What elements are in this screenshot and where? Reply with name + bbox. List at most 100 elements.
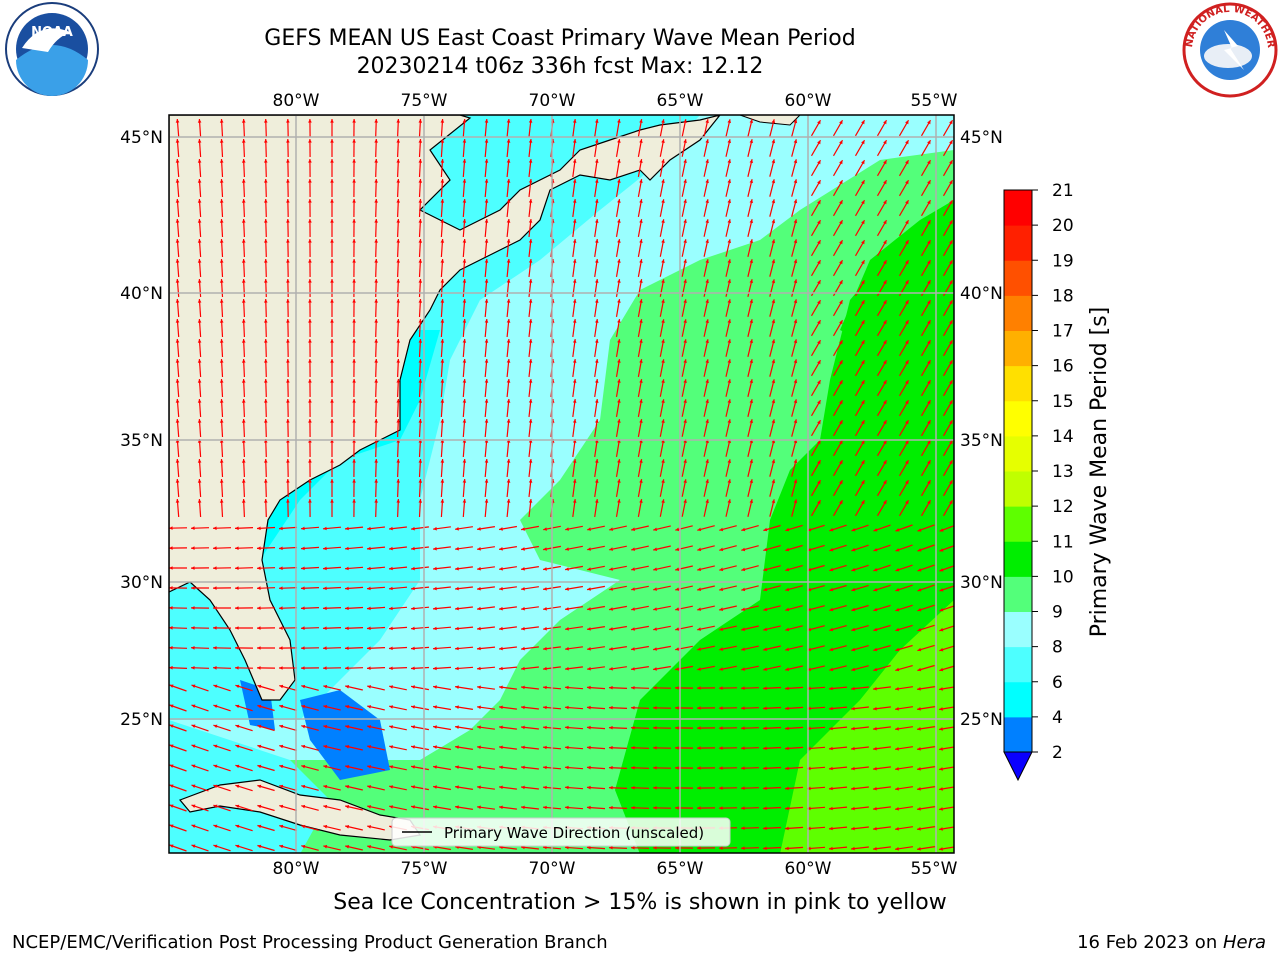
wave-arrow-head [264,219,268,223]
wave-arrow-head [484,479,489,483]
wave-arrow-head [617,239,621,243]
wave-arrow-head [851,627,856,632]
wave-arrow-head [587,666,591,671]
wave-arrow-head [257,804,262,809]
wave-arrow-head [433,586,437,591]
wave-arrow-head [286,339,290,343]
wave-arrow-head [521,626,525,631]
wave-arrow-head [197,499,202,503]
chart-title: GEFS MEAN US East Coast Primary Wave Mea… [264,26,856,51]
wave-arrow-head [883,420,887,425]
wave-arrow-head [927,120,931,125]
wave-arrow-head [683,499,687,503]
wave-arrow-head [675,547,680,551]
wave-arrow-head [374,359,378,363]
footer-date: 16 Feb 2023 on Hera [1077,932,1266,953]
wave-arrow-head [279,666,283,670]
wave-arrow-head [433,646,437,651]
wave-arrow-head [829,647,834,652]
wave-arrow-head [817,440,821,445]
wave-arrow-head [543,527,547,531]
wave-arrow-head [917,747,921,751]
wave-arrow-head [323,684,328,689]
wave-arrow-head [927,200,931,205]
wave-arrow-head [861,140,865,145]
wave-arrow-head [883,140,887,145]
wave-arrow-head [683,299,687,303]
wave-arrow-head [697,547,702,552]
wave-arrow-head [949,240,953,245]
wave-arrow-head [499,785,503,790]
wave-arrow-head [433,526,437,531]
wave-arrow-head [927,260,931,265]
svg-text:NATIONAL WEATHER SERVICE: NATIONAL WEATHER SERVICE [0,0,1276,52]
wave-arrow-head [197,419,202,423]
wave-arrow-head [749,319,753,324]
wave-arrow-head [455,546,459,551]
wave-arrow-head [374,299,378,303]
wave-arrow-head [241,159,246,163]
wave-arrow-head [661,459,665,463]
wave-arrow-head [484,439,489,443]
wave-arrow-head [793,139,798,144]
wave-arrow-head [771,159,776,164]
wave-arrow-head [411,646,415,651]
wave-arrow-head [396,159,400,163]
wave-arrow-head [279,724,284,729]
wave-arrow-head [683,179,687,183]
wave-arrow-head [484,459,489,463]
wave-arrow-head [396,399,400,403]
wave-arrow-head [418,399,423,403]
wave-arrow-head [705,179,709,184]
wave-arrow-head [264,119,268,123]
wave-arrow-head [839,460,843,465]
wave-arrow-head [609,567,613,571]
wave-arrow-head [264,379,268,383]
wave-arrow-head [169,526,173,530]
wave-arrow-head [543,646,547,651]
wave-arrow-head [477,765,481,770]
wave-arrow-head [396,239,400,243]
wave-arrow-head [197,339,202,343]
wave-arrow-head [749,179,753,184]
wave-arrow-head [905,300,909,305]
wave-arrow-head [883,440,887,445]
colorbar-segment [1004,190,1032,226]
wave-arrow-head [639,419,643,423]
colorbar-tick-label: 20 [1052,216,1074,236]
wave-arrow-head [917,528,922,532]
wave-arrow-head [440,359,445,363]
wave-arrow-head [883,180,887,185]
wave-arrow-head [528,139,533,143]
wave-arrow-head [851,567,856,572]
wave-arrow-head [506,139,511,143]
wave-arrow-head [829,726,833,731]
wave-arrow-head [741,607,746,611]
wave-arrow-head [440,439,445,443]
wave-arrow-head [927,400,931,405]
wave-arrow-head [543,567,547,571]
wave-arrow-head [949,420,953,425]
wave-arrow-head [572,239,577,243]
wave-arrow-head [829,527,834,532]
wave-arrow-head [697,766,701,770]
wave-arrow-head [839,220,843,225]
wave-arrow-head [927,500,931,505]
wave-arrow-head [661,279,665,283]
wave-arrow-head [617,279,621,283]
wave-arrow-head [411,705,415,709]
wave-arrow-head [455,586,459,591]
wave-arrow-head [631,766,635,770]
wave-arrow-head [433,725,437,729]
wave-arrow-head [683,379,687,383]
wave-arrow-head [861,400,865,405]
lat-tick-left: 30°N [120,573,163,593]
wave-arrow-head [499,626,503,631]
wave-arrow-head [719,607,724,611]
wave-arrow-head [719,806,723,810]
wave-arrow-head [839,300,843,305]
wave-arrow-head [462,419,467,423]
wave-arrow-head [499,646,503,651]
wave-arrow-head [374,479,378,483]
wave-arrow-head [301,586,305,591]
